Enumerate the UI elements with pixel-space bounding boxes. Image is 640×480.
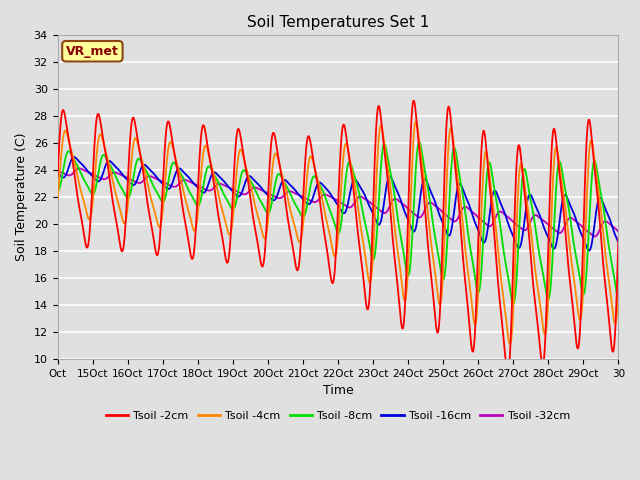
Tsoil -8cm [614,295,622,301]
Tsoil -2cm [438,255,446,261]
Tsoil -16cm [586,248,593,253]
Line: Tsoil -2cm: Tsoil -2cm [58,101,618,373]
Tsoil -16cm [54,169,61,175]
Tsoil -4cm [614,287,622,292]
Tsoil -8cm [438,274,446,280]
Tsoil -16cm [120,174,128,180]
Tsoil -16cm [70,154,77,160]
Tsoil -32cm [438,208,446,214]
Tsoil -2cm [410,98,417,104]
Tsoil -8cm [91,188,99,193]
Tsoil -4cm [305,159,312,165]
Tsoil -32cm [371,204,379,209]
Tsoil -8cm [54,188,61,193]
X-axis label: Time: Time [323,384,353,397]
Tsoil -16cm [438,218,446,224]
Tsoil -2cm [504,371,512,376]
Tsoil -2cm [371,173,378,179]
Tsoil -32cm [76,166,83,171]
Tsoil -4cm [371,229,378,235]
Y-axis label: Soil Temperature (C): Soil Temperature (C) [15,133,28,262]
Tsoil -2cm [120,244,127,250]
Tsoil -4cm [517,161,525,167]
Tsoil -8cm [509,301,517,307]
Text: VR_met: VR_met [66,45,119,58]
Tsoil -4cm [54,197,61,203]
Title: Soil Temperatures Set 1: Soil Temperatures Set 1 [247,15,429,30]
Tsoil -4cm [438,288,446,294]
Tsoil -16cm [305,201,313,207]
Tsoil -4cm [506,341,514,347]
Tsoil -2cm [517,153,525,159]
Tsoil -16cm [371,215,379,220]
Tsoil -4cm [120,220,127,226]
Tsoil -2cm [614,235,622,240]
Tsoil -32cm [305,197,313,203]
Tsoil -32cm [614,228,622,234]
Tsoil -8cm [120,189,127,194]
Tsoil -32cm [120,173,128,179]
Line: Tsoil -16cm: Tsoil -16cm [58,157,618,251]
Tsoil -8cm [371,255,378,261]
Tsoil -8cm [305,193,312,199]
Tsoil -32cm [54,168,61,173]
Tsoil -4cm [91,173,99,179]
Tsoil -16cm [516,243,524,249]
Tsoil -16cm [92,177,99,182]
Line: Tsoil -8cm: Tsoil -8cm [58,142,618,304]
Tsoil -4cm [412,119,420,124]
Tsoil -32cm [516,225,524,230]
Line: Tsoil -4cm: Tsoil -4cm [58,121,618,344]
Tsoil -2cm [91,135,99,141]
Tsoil -32cm [92,173,99,179]
Tsoil -16cm [614,240,622,245]
Legend: Tsoil -2cm, Tsoil -4cm, Tsoil -8cm, Tsoil -16cm, Tsoil -32cm: Tsoil -2cm, Tsoil -4cm, Tsoil -8cm, Tsoi… [101,407,575,425]
Tsoil -32cm [591,233,598,239]
Tsoil -2cm [54,174,61,180]
Tsoil -2cm [305,133,312,139]
Line: Tsoil -32cm: Tsoil -32cm [58,168,618,236]
Tsoil -8cm [517,195,525,201]
Tsoil -8cm [415,139,423,145]
